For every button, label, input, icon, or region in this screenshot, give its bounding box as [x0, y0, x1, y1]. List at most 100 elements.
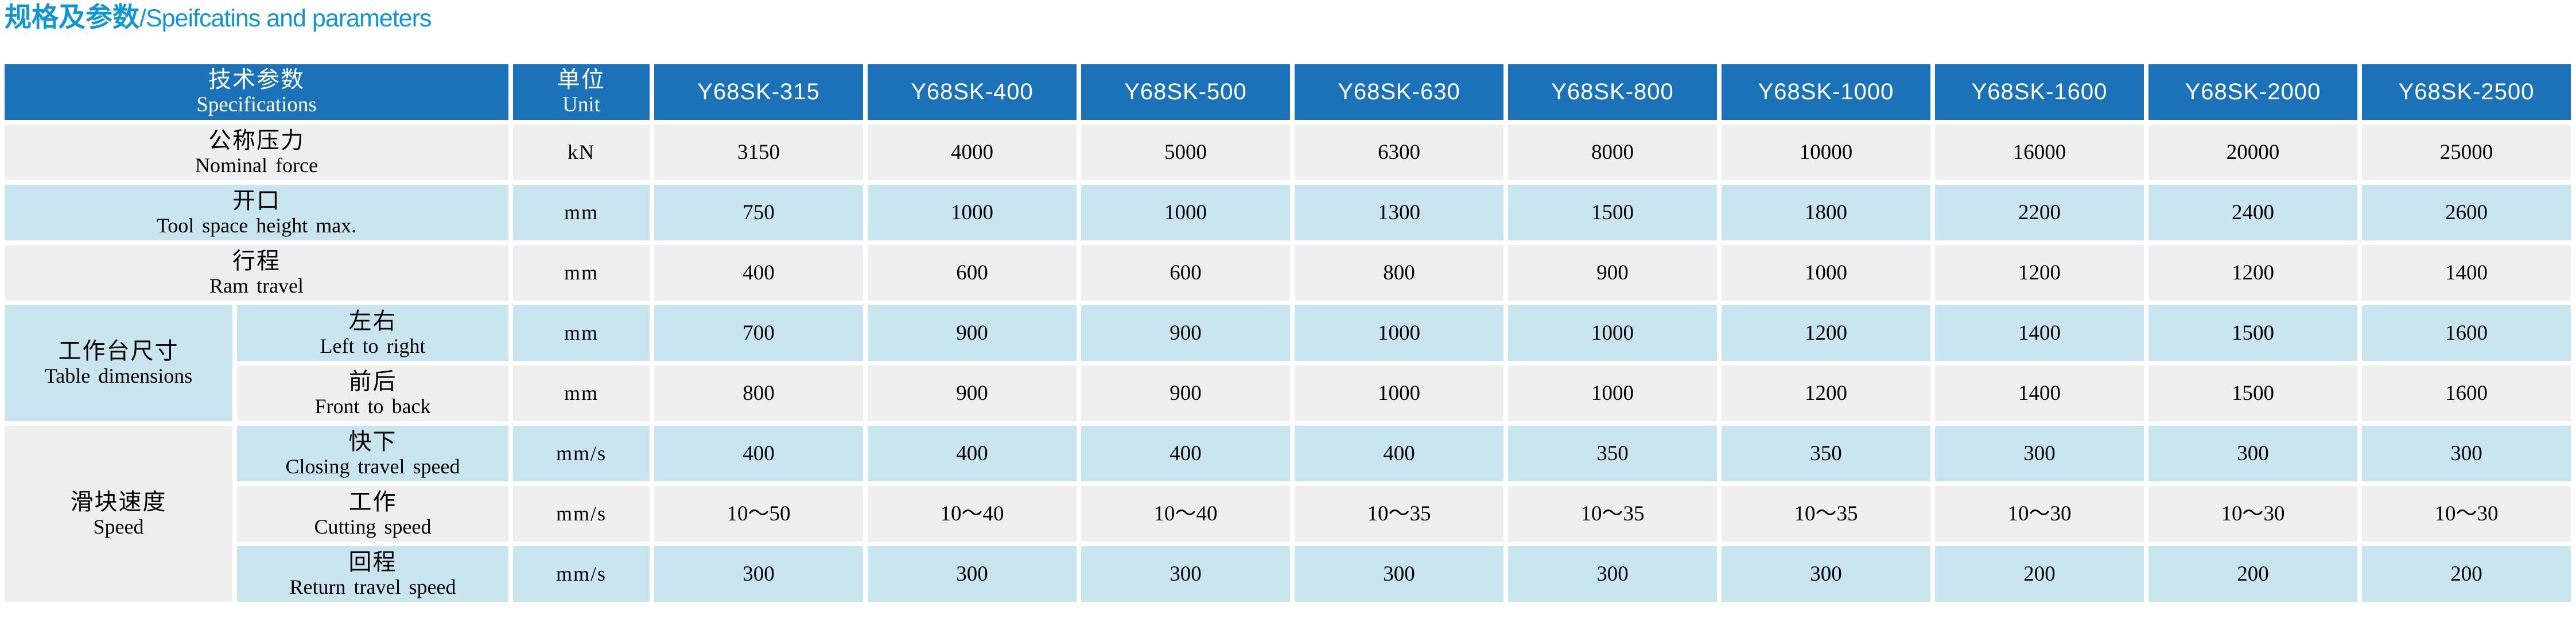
header-row: 技术参数 Specifications 单位 Unit Y68SK-315 Y6…	[5, 64, 2571, 120]
value-cell: 400	[868, 426, 1077, 481]
value-cell: 8000	[1508, 125, 1717, 180]
model-header-cell: Y68SK-400	[868, 64, 1077, 120]
value-cell: 900	[1081, 305, 1290, 361]
value-cell: 300	[1508, 546, 1717, 602]
value-cell: 10～40	[1081, 486, 1290, 542]
value-cell: 10～35	[1722, 486, 1930, 542]
value-cell: 900	[868, 365, 1077, 421]
unit-cell: mm	[513, 305, 650, 361]
row-label-zh: 行程	[232, 247, 281, 274]
unit-cell: kN	[513, 125, 650, 180]
value-cell: 1200	[1722, 305, 1930, 361]
row-label-zh: 快下	[348, 428, 397, 454]
value-cell: 600	[1081, 245, 1290, 301]
value-cell: 10～35	[1508, 486, 1717, 542]
group-label-en: Table dimensions	[44, 364, 193, 388]
row-label: 快下 Closing travel speed	[237, 426, 508, 481]
row-label: 公称压力 Nominal force	[5, 125, 508, 180]
row-label: 开口 Tool space height max.	[5, 185, 508, 240]
value-cell: 1000	[1295, 305, 1503, 361]
value-cell: 10～35	[1295, 486, 1503, 542]
value-cell: 5000	[1081, 125, 1290, 180]
value-cell: 10～30	[2148, 486, 2357, 542]
value-cell: 1300	[1295, 185, 1503, 240]
row-label-en: Cutting speed	[314, 515, 432, 538]
unit-cell: mm/s	[513, 546, 650, 602]
value-cell: 1000	[1081, 185, 1290, 240]
value-cell: 600	[868, 245, 1077, 301]
model-header-cell: Y68SK-800	[1508, 64, 1717, 120]
value-cell: 350	[1722, 426, 1930, 481]
specifications-table: 技术参数 Specifications 单位 Unit Y68SK-315 Y6…	[0, 60, 2575, 606]
value-cell: 900	[868, 305, 1077, 361]
row-label-zh: 工作	[348, 488, 397, 515]
value-cell: 800	[654, 365, 863, 421]
value-cell: 300	[2362, 426, 2571, 481]
value-cell: 400	[1295, 426, 1503, 481]
value-cell: 200	[2362, 546, 2571, 602]
value-cell: 1800	[1722, 185, 1930, 240]
value-cell: 1000	[868, 185, 1077, 240]
unit-header-en: Unit	[562, 93, 600, 117]
value-cell: 2200	[1935, 185, 2144, 240]
model-header-cell: Y68SK-630	[1295, 64, 1503, 120]
value-cell: 900	[1508, 245, 1717, 301]
value-cell: 10～30	[1935, 486, 2144, 542]
value-cell: 1000	[1722, 245, 1930, 301]
value-cell: 1000	[1295, 365, 1503, 421]
value-cell: 1500	[2148, 365, 2357, 421]
value-cell: 1000	[1508, 365, 1717, 421]
value-cell: 300	[2148, 426, 2357, 481]
value-cell: 1400	[2362, 245, 2571, 301]
value-cell: 10～50	[654, 486, 863, 542]
value-cell: 3150	[654, 125, 863, 180]
unit-cell: mm/s	[513, 486, 650, 542]
value-cell: 300	[1295, 546, 1503, 602]
row-closing-travel-speed: 滑块速度 Speed 快下 Closing travel speed mm/s …	[5, 426, 2571, 602]
page-title: 规格及参数/Speifcatins and parameters	[5, 0, 432, 41]
value-cell: 1000	[1508, 305, 1717, 361]
page-title-zh: 规格及参数	[5, 2, 139, 32]
value-cell: 1600	[2362, 365, 2571, 421]
value-cell: 16000	[1935, 125, 2144, 180]
spec-header-en: Specifications	[196, 93, 317, 117]
value-cell: 400	[1081, 426, 1290, 481]
row-label-zh: 回程	[348, 549, 397, 575]
value-cell: 700	[654, 305, 863, 361]
group-label-en: Speed	[93, 515, 144, 538]
value-cell: 10000	[1722, 125, 1930, 180]
model-header-cell: Y68SK-1000	[1722, 64, 1930, 120]
row-ram-travel: 行程 Ram travel mm 400 600 600 800 900 100…	[5, 245, 2571, 301]
row-cutting-speed: 工作 Cutting speed mm/s 10～50 10～40 10～40 …	[5, 486, 2571, 542]
row-label-en: Return travel speed	[289, 575, 456, 598]
model-header-cell: Y68SK-1600	[1935, 64, 2144, 120]
value-cell: 1500	[2148, 305, 2357, 361]
model-header-cell: Y68SK-2500	[2362, 64, 2571, 120]
value-cell: 10～30	[2362, 486, 2571, 542]
value-cell: 400	[654, 426, 863, 481]
spec-header-zh: 技术参数	[208, 67, 305, 93]
value-cell: 200	[1935, 546, 2144, 602]
value-cell: 300	[868, 546, 1077, 602]
value-cell: 200	[2148, 546, 2357, 602]
value-cell: 800	[1295, 245, 1503, 301]
row-nominal-force: 公称压力 Nominal force kN 3150 4000 5000 630…	[5, 125, 2571, 180]
value-cell: 350	[1508, 426, 1717, 481]
value-cell: 300	[1935, 426, 2144, 481]
row-label-en: Front to back	[314, 394, 431, 418]
spec-header-cell: 技术参数 Specifications	[5, 64, 508, 120]
value-cell: 750	[654, 185, 863, 240]
value-cell: 300	[654, 546, 863, 602]
value-cell: 400	[654, 245, 863, 301]
row-label: 前后 Front to back	[237, 365, 508, 421]
unit-cell: mm	[513, 365, 650, 421]
unit-header-zh: 单位	[557, 67, 605, 93]
row-label-en: Nominal force	[195, 153, 318, 177]
value-cell: 1200	[2148, 245, 2357, 301]
row-label-zh: 公称压力	[208, 127, 305, 153]
value-cell: 6300	[1295, 125, 1503, 180]
row-tool-space-height: 开口 Tool space height max. mm 750 1000 10…	[5, 185, 2571, 240]
row-label: 行程 Ram travel	[5, 245, 508, 301]
row-left-to-right: 工作台尺寸 Table dimensions 左右 Left to right …	[5, 305, 2571, 421]
